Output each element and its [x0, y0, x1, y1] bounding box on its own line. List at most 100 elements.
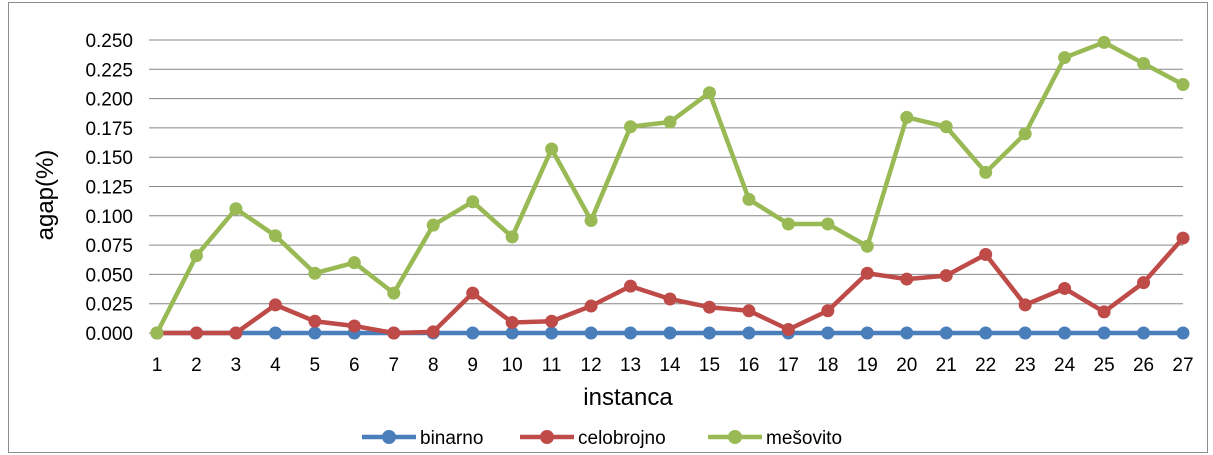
data-point	[742, 326, 756, 340]
data-point	[466, 326, 480, 340]
x-tick-label: 9	[467, 355, 478, 376]
x-axis-title: instanca	[583, 384, 673, 411]
legend-entry: mešovito	[708, 428, 842, 449]
y-tick-label: 0.150	[85, 148, 133, 169]
data-point	[821, 217, 835, 231]
data-point	[1058, 281, 1072, 295]
data-point	[308, 314, 322, 328]
legend-marker	[382, 430, 396, 444]
data-point	[1097, 326, 1111, 340]
data-point	[1137, 56, 1151, 70]
y-tick-label: 0.225	[85, 60, 133, 81]
data-point	[900, 326, 914, 340]
data-point	[229, 326, 243, 340]
data-point	[584, 326, 598, 340]
legend-label: binarno	[420, 428, 483, 449]
data-point	[426, 218, 440, 232]
data-point	[466, 195, 480, 209]
data-point	[742, 192, 756, 206]
series-line	[154, 40, 1185, 335]
data-point	[1018, 127, 1032, 141]
x-tick-label: 3	[231, 355, 242, 376]
data-point	[387, 286, 401, 300]
data-point	[781, 322, 795, 336]
data-point	[742, 304, 756, 318]
data-point	[663, 326, 677, 340]
series-lines	[150, 35, 1190, 340]
data-point	[663, 115, 677, 129]
data-point	[979, 165, 993, 179]
x-tick-label: 18	[817, 355, 838, 376]
x-tick-label: 8	[428, 355, 439, 376]
data-point	[505, 326, 519, 340]
x-tick-label: 2	[191, 355, 202, 376]
y-tick-label: 0.000	[85, 324, 133, 345]
series-3	[150, 35, 1190, 340]
x-tick-label: 19	[857, 355, 878, 376]
data-point	[1176, 78, 1190, 92]
chart-frame	[8, 2, 1208, 453]
data-point	[860, 326, 874, 340]
x-tick-label: 6	[349, 355, 360, 376]
x-tick-label: 23	[1015, 355, 1036, 376]
y-tick-label: 0.175	[85, 119, 133, 140]
data-point	[702, 300, 716, 314]
data-point	[900, 272, 914, 286]
data-point	[268, 326, 282, 340]
data-point	[1058, 326, 1072, 340]
data-point	[624, 326, 638, 340]
x-tick-label: 14	[659, 355, 681, 376]
y-tick-label: 0.100	[85, 207, 133, 228]
data-point	[939, 269, 953, 283]
y-tick-label: 0.025	[85, 295, 133, 316]
series-2	[150, 231, 1190, 340]
x-tick-label: 11	[542, 355, 562, 376]
data-point	[1097, 35, 1111, 49]
data-point	[939, 120, 953, 134]
x-tick-label: 27	[1172, 355, 1193, 376]
data-point	[347, 319, 361, 333]
data-point	[584, 299, 598, 313]
data-point	[545, 326, 559, 340]
data-point	[347, 256, 361, 270]
data-point	[939, 326, 953, 340]
data-point	[663, 292, 677, 306]
data-point	[1097, 305, 1111, 319]
data-point	[1018, 326, 1032, 340]
legend-entry: celobrojno	[520, 428, 666, 449]
data-point	[150, 326, 164, 340]
data-point	[505, 230, 519, 244]
x-tick-label: 12	[581, 355, 602, 376]
data-point	[466, 286, 480, 300]
data-point	[1137, 326, 1151, 340]
data-point	[624, 120, 638, 134]
y-tick-labels: 0.000 0.025 0.050 0.075 0.100 0.125 0.150 0.175…	[85, 31, 133, 345]
series-1	[150, 326, 1190, 340]
data-point	[624, 279, 638, 293]
data-point	[821, 304, 835, 318]
data-point	[979, 247, 993, 261]
x-tick-label: 20	[896, 355, 917, 376]
x-tick-labels: 1 2 3 4 5 6 7 8 9 10 11 12 13 14 15 16 17 18 19 20 21 22 23 24 2…	[152, 355, 1194, 376]
x-tick-label: 16	[738, 355, 759, 376]
x-tick-label: 1	[152, 355, 163, 376]
data-point	[308, 266, 322, 280]
y-tick-label: 0.075	[85, 236, 133, 257]
x-tick-label: 10	[502, 355, 523, 376]
data-point	[900, 110, 914, 124]
data-point	[426, 325, 440, 339]
data-point	[979, 326, 993, 340]
data-point	[781, 217, 795, 231]
data-point	[702, 86, 716, 100]
data-point	[189, 249, 203, 263]
legend-marker	[540, 430, 554, 444]
data-point	[268, 229, 282, 243]
y-tick-label: 0.250	[85, 31, 133, 52]
x-tick-label: 7	[388, 355, 399, 376]
data-point	[505, 315, 519, 329]
data-point	[584, 213, 598, 227]
legend: binarno celobrojno mešovito	[362, 428, 842, 449]
x-tick-label: 4	[270, 355, 281, 376]
data-point	[545, 314, 559, 328]
